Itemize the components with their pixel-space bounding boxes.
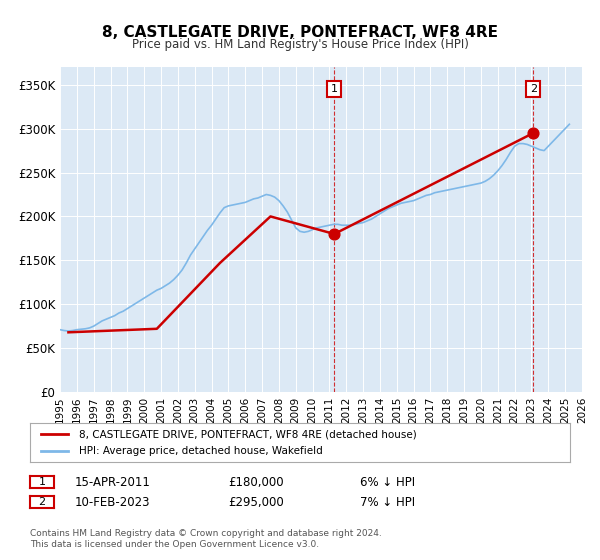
Text: Price paid vs. HM Land Registry's House Price Index (HPI): Price paid vs. HM Land Registry's House … xyxy=(131,38,469,51)
Text: 2: 2 xyxy=(38,497,46,507)
Text: 15-APR-2011: 15-APR-2011 xyxy=(75,475,151,489)
Text: 1: 1 xyxy=(331,84,338,94)
Text: 6% ↓ HPI: 6% ↓ HPI xyxy=(360,475,415,489)
Text: HPI: Average price, detached house, Wakefield: HPI: Average price, detached house, Wake… xyxy=(79,446,322,456)
Point xyxy=(529,129,538,138)
Text: £295,000: £295,000 xyxy=(228,496,284,509)
Text: 1: 1 xyxy=(38,477,46,487)
Text: 8, CASTLEGATE DRIVE, PONTEFRACT, WF8 4RE (detached house): 8, CASTLEGATE DRIVE, PONTEFRACT, WF8 4RE… xyxy=(79,430,416,440)
Text: 2: 2 xyxy=(530,84,537,94)
Text: Contains HM Land Registry data © Crown copyright and database right 2024.
This d: Contains HM Land Registry data © Crown c… xyxy=(30,529,382,549)
Text: 7% ↓ HPI: 7% ↓ HPI xyxy=(360,496,415,509)
Text: 8, CASTLEGATE DRIVE, PONTEFRACT, WF8 4RE: 8, CASTLEGATE DRIVE, PONTEFRACT, WF8 4RE xyxy=(102,25,498,40)
Text: 10-FEB-2023: 10-FEB-2023 xyxy=(75,496,151,509)
Point xyxy=(329,230,339,239)
Text: £180,000: £180,000 xyxy=(228,475,284,489)
